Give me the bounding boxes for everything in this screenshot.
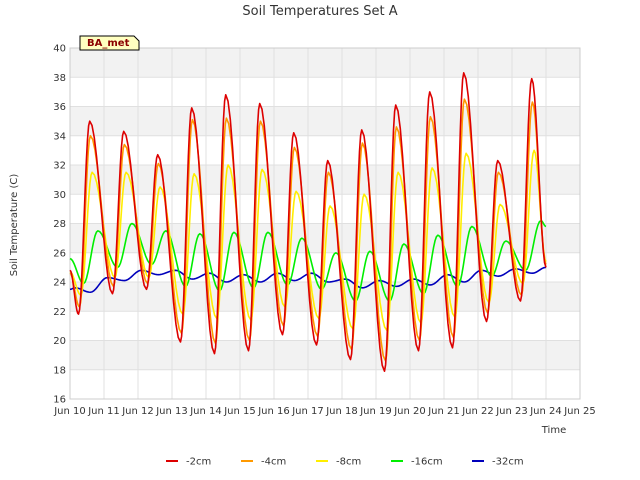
x-tick-label: Jun 23 (495, 406, 528, 417)
x-tick-label: Jun 25 (563, 406, 596, 417)
y-tick-label: 16 (53, 395, 66, 406)
x-tick-labels: Jun 10 Jun 11 Jun 12 Jun 13 Jun 14 Jun 15 Jun … (53, 406, 596, 417)
series-line-minus-2cm (69, 72, 547, 373)
y-tick-label: 32 (53, 161, 66, 172)
legend-item: -8cm (316, 457, 361, 468)
x-tick-label: Jun 18 (325, 406, 358, 417)
series-line-minus-16cm (69, 219, 547, 302)
station-badge: BA_met (79, 35, 140, 51)
legend-label: -16cm (411, 457, 443, 468)
station-badge-box (79, 35, 140, 51)
y-tick-label: 40 (53, 44, 66, 55)
x-tick-label: Jun 14 (189, 406, 222, 417)
x-tick-label: Jun 10 (53, 406, 86, 417)
plot-band (70, 106, 580, 136)
series-line-minus-32cm (69, 266, 547, 294)
x-tick-label: Jun 16 (257, 406, 290, 417)
plot-band (70, 340, 580, 370)
x-tick-label: Jun 21 (427, 406, 460, 417)
y-tick-labels: 16 18 20 22 24 26 28 30 32 34 36 38 40 (53, 44, 66, 406)
x-tick-label: Jun 20 (393, 406, 426, 417)
x-axis-label: Time (541, 425, 566, 436)
y-tick-label: 20 (53, 336, 66, 347)
legend-label: -8cm (336, 457, 361, 468)
y-tick-label: 24 (53, 278, 66, 289)
x-tick-label: Jun 13 (155, 406, 188, 417)
y-tick-label: 38 (53, 73, 66, 84)
x-tick-label: Jun 24 (529, 406, 562, 417)
legend-label: -4cm (261, 457, 286, 468)
y-tick-label: 36 (53, 102, 66, 113)
x-tick-label: Jun 22 (461, 406, 494, 417)
x-tick-label: Jun 12 (121, 406, 154, 417)
y-tick-label: 28 (53, 219, 66, 230)
legend-label: -32cm (492, 457, 524, 468)
y-tick-label: 34 (53, 131, 66, 142)
legend-item: -4cm (241, 457, 286, 468)
plot-band (70, 282, 580, 312)
x-tick-label: Jun 11 (87, 406, 120, 417)
legend-item: -2cm (166, 457, 211, 468)
chart-title: Soil Temperatures Set A (242, 4, 397, 19)
y-axis-label: Soil Temperature (C) (9, 174, 20, 277)
y-tick-label: 18 (53, 365, 66, 376)
y-tick-label: 22 (53, 307, 66, 318)
legend-label: -2cm (186, 457, 211, 468)
plot-band (70, 48, 580, 78)
x-tick-label: Jun 17 (291, 406, 324, 417)
x-tick-label: Jun 15 (223, 406, 256, 417)
legend: -2cm -4cm -8cm -16cm -32cm (166, 457, 524, 468)
y-tick-label: 26 (53, 248, 66, 259)
y-tick-label: 30 (53, 190, 66, 201)
series-lines (69, 72, 547, 373)
plot-frame (69, 47, 581, 400)
legend-item: -32cm (472, 457, 524, 468)
x-tick-label: Jun 19 (359, 406, 392, 417)
station-badge-label: BA_met (87, 38, 130, 49)
legend-item: -16cm (391, 457, 443, 468)
